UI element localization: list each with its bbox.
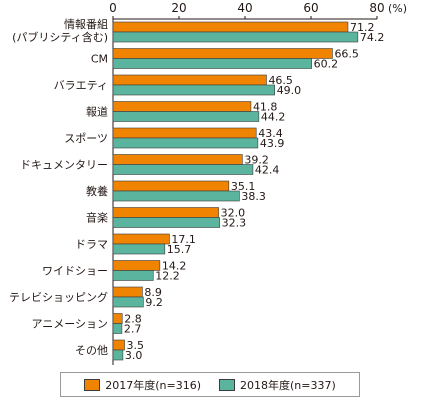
- x-tick-label: 40: [237, 1, 252, 15]
- category-label: 報道: [86, 105, 108, 119]
- bar-2018: [112, 31, 359, 43]
- category-label: その他: [75, 344, 108, 357]
- value-label-2017: 66.5: [334, 48, 359, 61]
- category-label: CM: [91, 53, 108, 66]
- category-label: ドキュメンタリー: [20, 159, 108, 172]
- value-label-2018: 44.2: [261, 111, 286, 124]
- bar-2017: [112, 286, 143, 298]
- bar-2017: [112, 339, 125, 351]
- category-label: テレビショッピング: [9, 290, 108, 304]
- value-label-2017: 32.0: [221, 207, 246, 220]
- bar-2018: [112, 111, 260, 122]
- value-label-2017: 43.4: [258, 127, 283, 140]
- value-label-2018: 42.4: [255, 164, 279, 177]
- value-label-2017: 14.2: [162, 260, 187, 273]
- bar-2018: [112, 137, 259, 149]
- value-label-2018: 3.0: [125, 349, 142, 362]
- category-label: 教養: [86, 184, 108, 198]
- value-label-2017: 3.5: [127, 339, 145, 352]
- bar-2017: [112, 48, 333, 59]
- bar-2018: [112, 84, 275, 96]
- bar-2017: [112, 260, 161, 271]
- x-tick-label: 20: [171, 1, 186, 15]
- value-label-2017: 71.2: [350, 21, 375, 34]
- bar-2018: [112, 58, 312, 69]
- value-label-2017: 17.1: [171, 233, 196, 246]
- category-label: 音楽: [86, 211, 108, 225]
- bar-2018: [112, 243, 166, 255]
- value-label-2017: 35.1: [231, 180, 256, 193]
- x-tick-label: 0: [109, 1, 117, 15]
- category-label: ドラマ: [75, 238, 108, 251]
- legend-label-2018: 2018年度(n=337): [240, 378, 336, 392]
- value-label-2018: 60.2: [314, 58, 339, 71]
- category-label: (パブリシティ含む): [12, 30, 108, 44]
- value-label-2018: 9.2: [145, 296, 163, 309]
- bar-2018: [112, 217, 220, 228]
- bar-2017: [112, 74, 267, 86]
- category-label: バラエティ: [54, 79, 108, 92]
- category-label: 情報番組: [64, 18, 108, 31]
- value-label-2018: 38.3: [241, 190, 266, 203]
- bar-2018: [112, 323, 123, 334]
- bar-2018: [112, 164, 254, 175]
- value-label-2018: 15.7: [167, 243, 192, 256]
- legend: 2017年度(n=316) 2018年度(n=337): [60, 372, 360, 397]
- x-tick-label: 80: [369, 1, 384, 15]
- value-label-2018: 43.9: [260, 137, 285, 150]
- legend-label-2017: 2017年度(n=316): [105, 378, 201, 392]
- bar-2017: [112, 21, 349, 33]
- value-label-2018: 12.2: [155, 270, 180, 283]
- value-label-2018: 32.3: [222, 217, 247, 230]
- bar-2017: [112, 154, 243, 165]
- category-label: スポーツ: [64, 132, 108, 145]
- bar-2017: [112, 180, 230, 192]
- bar-2017: [112, 127, 257, 139]
- bar-2018: [112, 190, 240, 202]
- category-label: ワイドショー: [42, 265, 108, 278]
- bar-2018: [112, 349, 124, 361]
- legend-item-2017: 2017年度(n=316): [84, 377, 201, 393]
- value-label-2017: 8.9: [144, 286, 162, 299]
- bar-2017: [112, 207, 219, 218]
- bar-2018: [112, 270, 154, 281]
- legend-swatch-2017: [84, 378, 101, 391]
- x-tick-label: 60: [303, 1, 318, 15]
- value-label-2018: 49.0: [277, 84, 302, 97]
- value-label-2018: 74.2: [360, 31, 385, 44]
- bar-2017: [112, 101, 252, 112]
- value-label-2017: 2.8: [124, 313, 141, 326]
- category-label: アニメーション: [31, 318, 108, 331]
- value-label-2017: 39.2: [244, 154, 268, 167]
- legend-item-2018: 2018年度(n=337): [219, 377, 336, 393]
- bar-chart: 0 20 40 60 80 (%) 情報番組(パブリシティ含む) 71.274.2 CM 66.5…: [9, 1, 407, 365]
- value-label-2017: 41.8: [253, 101, 278, 114]
- bar-2018: [112, 296, 144, 308]
- value-label-2018: 2.7: [124, 323, 142, 336]
- bar-2017: [112, 233, 170, 245]
- bar-2017: [112, 313, 123, 324]
- x-unit-label: (%): [388, 2, 407, 15]
- legend-swatch-2018: [219, 378, 235, 391]
- value-label-2017: 46.5: [268, 74, 293, 87]
